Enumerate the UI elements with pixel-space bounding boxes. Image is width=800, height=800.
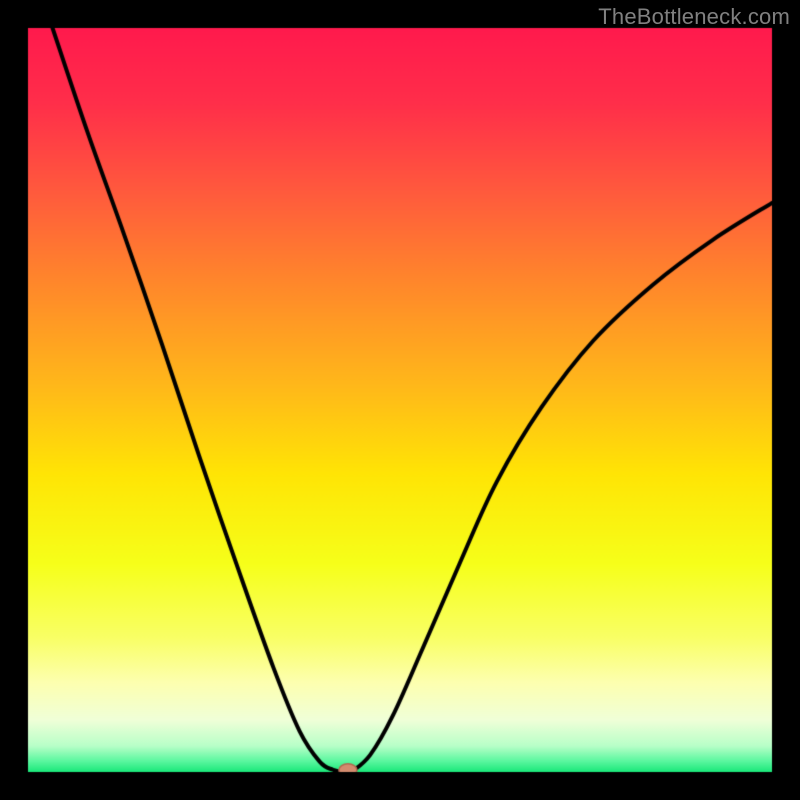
watermark-text: TheBottleneck.com [598, 4, 790, 30]
bottleneck-chart-canvas [0, 0, 800, 800]
chart-container: TheBottleneck.com [0, 0, 800, 800]
